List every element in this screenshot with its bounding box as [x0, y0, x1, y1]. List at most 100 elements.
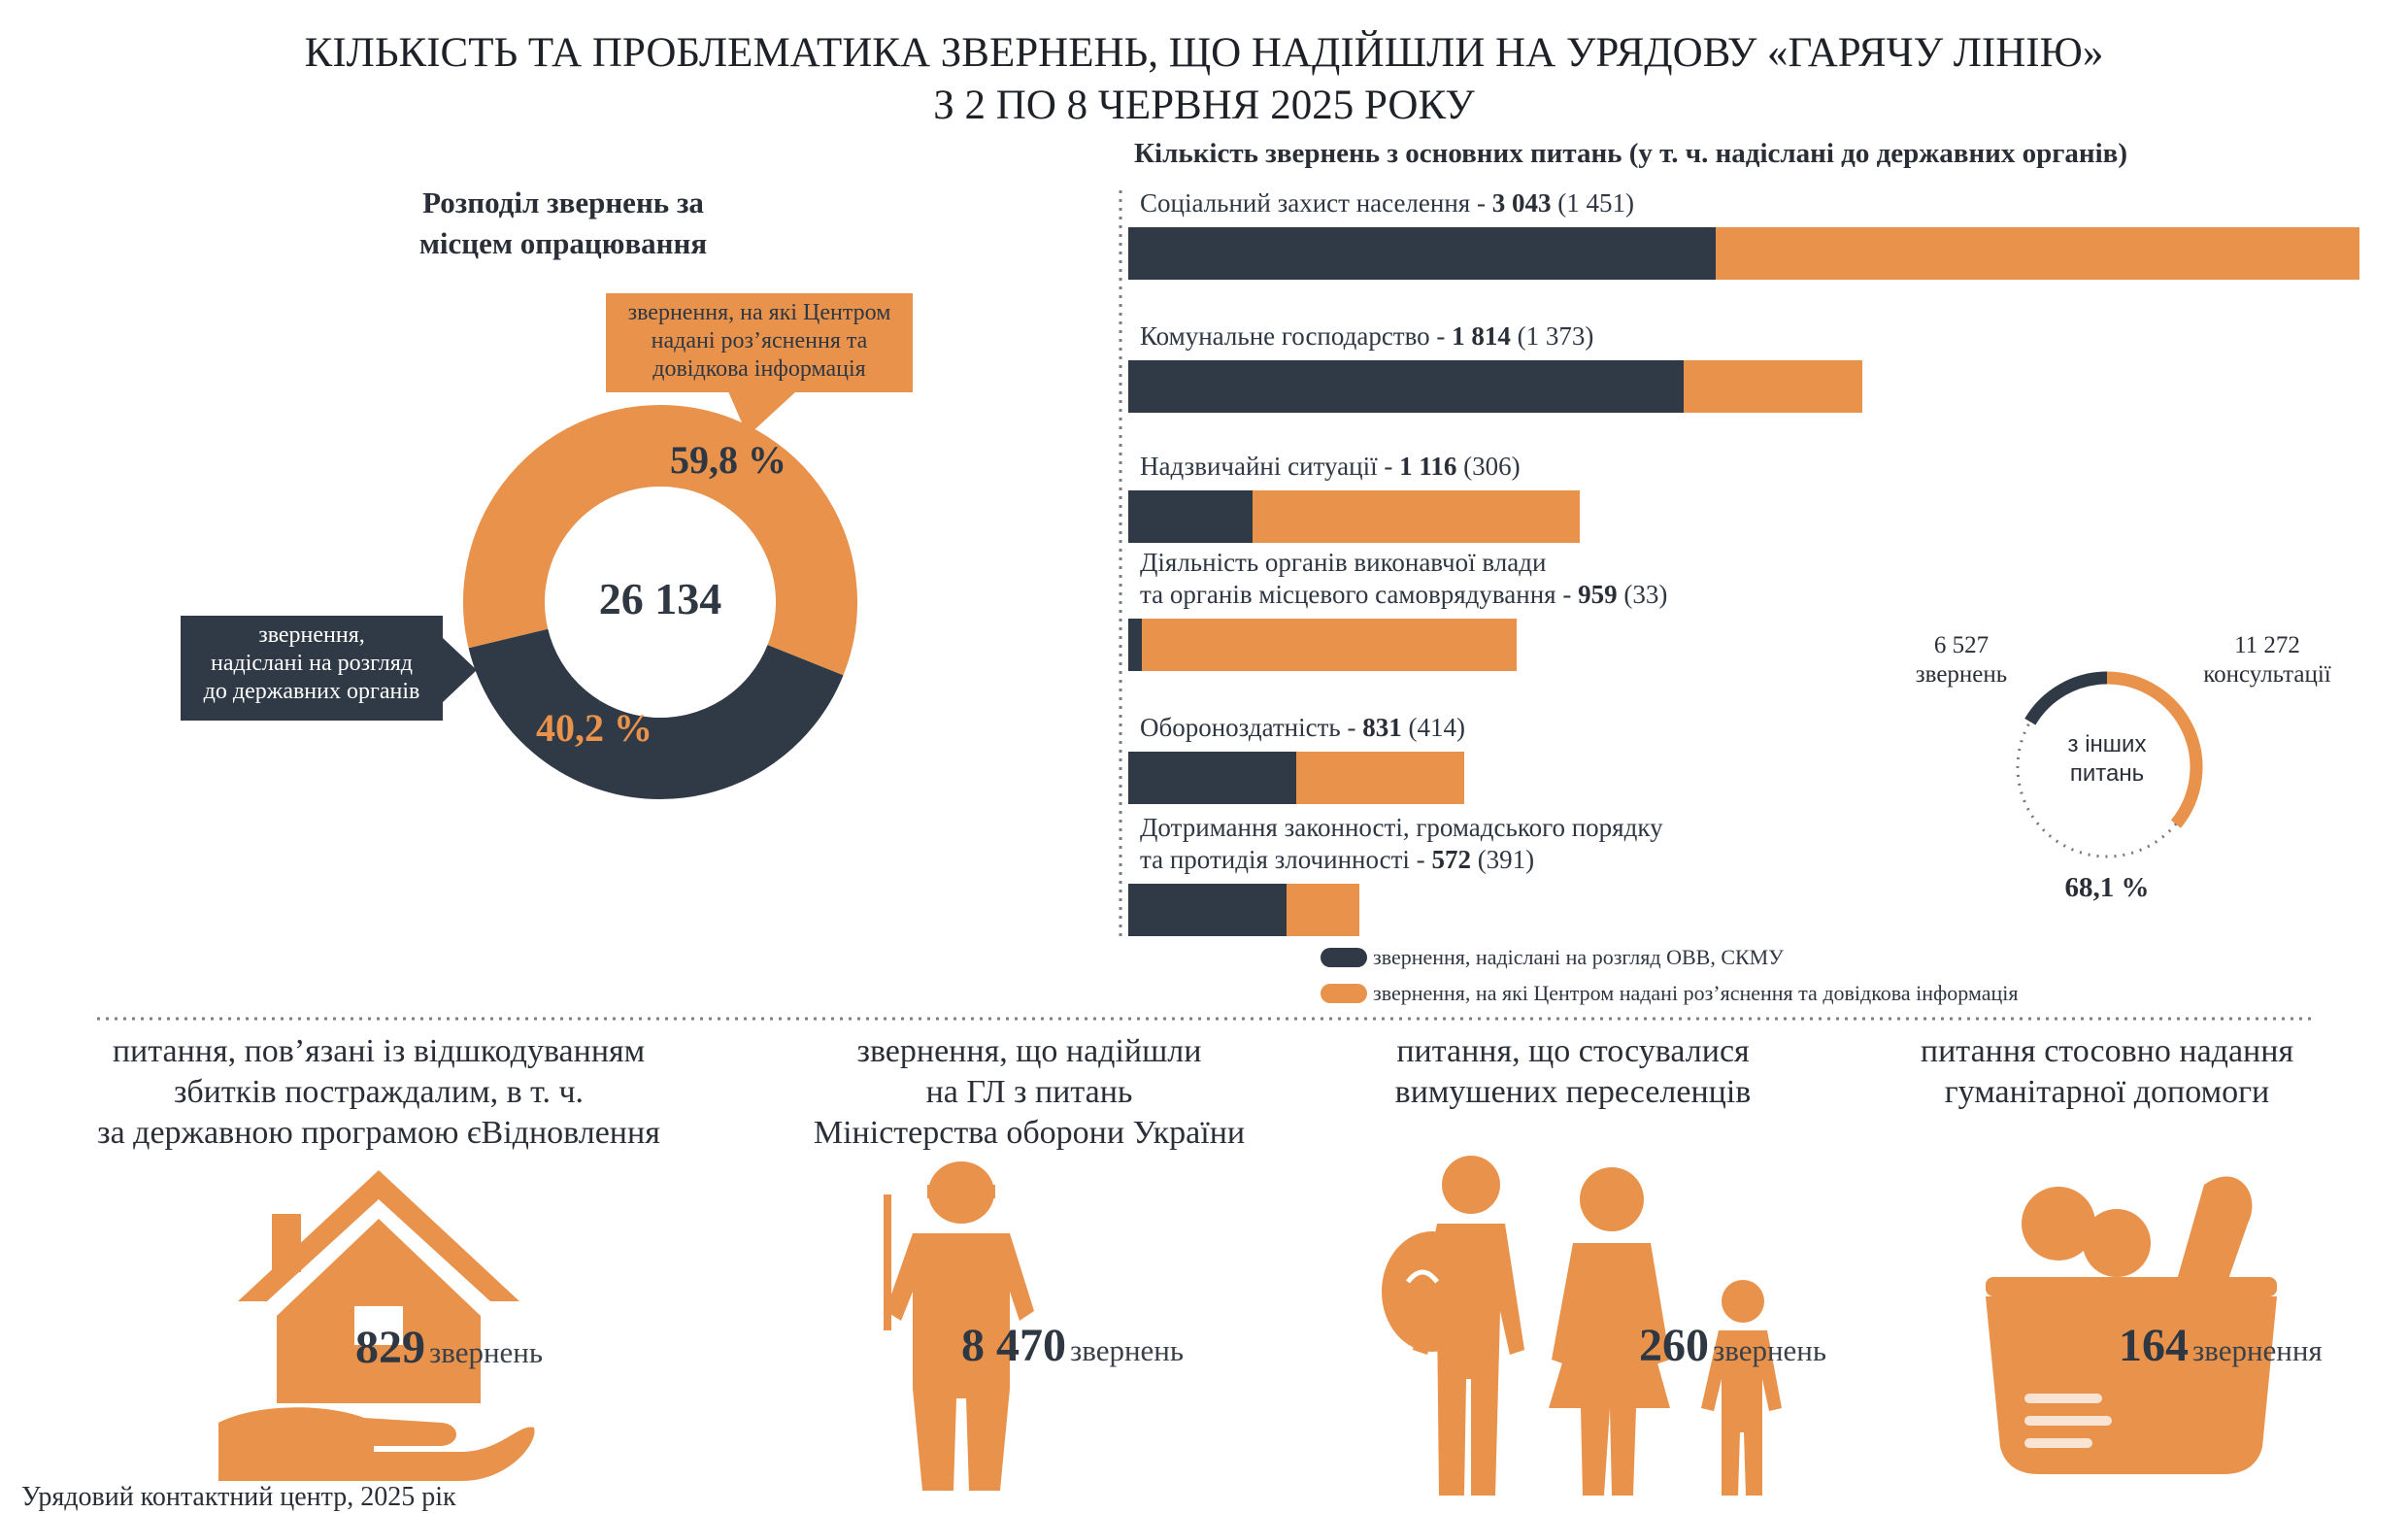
other-issues-ring: [2016, 671, 2203, 858]
callout-dark-pointer: [442, 637, 477, 703]
footer-source: Урядовий контактний центр, 2025 рік: [21, 1482, 456, 1512]
bar-segment-sent-3: [1128, 619, 1142, 671]
callout-orange-line: довідкова інформація: [652, 356, 866, 382]
main-title: КІЛЬКІСТЬ ТА ПРОБЛЕМАТИКА ЗВЕРНЕНЬ, ЩО Н…: [0, 27, 2408, 132]
bar-segment-consulted-1: [1684, 360, 1862, 413]
donut-title: Розподіл звернень за місцем опрацювання: [330, 183, 796, 264]
bar-sent-label: (391): [1470, 845, 1535, 874]
category-unit: звернень: [1713, 1333, 1827, 1367]
bar-sent-label: (33): [1617, 580, 1668, 609]
bar-label-line: та протидія злочинності - 572 (391): [1140, 844, 1663, 876]
donut-title-line1: Розподіл звернень за: [422, 185, 704, 219]
bar-segment-sent-2: [1128, 490, 1253, 543]
bar-label-line: Комунальне господарство - 1 814 (1 373): [1140, 320, 1593, 353]
bar-label-line: Дотримання законності, громадського поря…: [1140, 813, 1663, 842]
donut-slice-0: [463, 405, 857, 676]
ring-slice-orange: [2106, 671, 2203, 828]
donut-orange-pct-label: 59,8 %: [670, 438, 786, 482]
category-unit: звернень: [1070, 1333, 1185, 1367]
callout-orange-pointer: [728, 391, 796, 436]
donut-slice-1: [468, 627, 844, 799]
category-title-line: питання, пов’язані із відшкодуванням: [112, 1033, 646, 1069]
bar-sent-label: (306): [1456, 452, 1521, 481]
donut-chart: [463, 405, 857, 799]
bar-label-line: Надзвичайні ситуації - 1 116 (306): [1140, 451, 1521, 483]
bar-category-name: Надзвичайні ситуації -: [1140, 452, 1400, 481]
legend-label-orange: звернення, на які Центром надані роз’ясн…: [1373, 981, 2019, 1005]
bar-total-label: 1 116: [1399, 452, 1457, 481]
bar-label-line: Обороноздатність - 831 (414): [1140, 712, 1465, 744]
category-number: 260: [1639, 1320, 1709, 1371]
bar-label-line: Діяльність органів виконавчої влади: [1140, 548, 1547, 577]
category-value-humanitarian: 164 звернення: [2119, 1319, 2323, 1372]
bar-segment-sent-4: [1128, 752, 1296, 804]
bar-label-4: Обороноздатність - 831 (414): [1140, 712, 1465, 744]
category-title-line: питання стосовно надання: [1920, 1033, 2294, 1069]
category-number: 8 470: [961, 1320, 1066, 1371]
grocery-basket-icon: [1986, 1176, 2277, 1474]
bar-label-0: Соціальний захист населення - 3 043 (1 4…: [1140, 187, 1634, 219]
bar-category-name: та протидія злочинності -: [1140, 845, 1432, 874]
legend-label-dark: звернення, надіслані на розгляд ОВВ, СКМ…: [1373, 945, 1784, 969]
section-divider: [97, 1017, 2311, 1021]
category-value-recovery: 829 звернень: [355, 1321, 543, 1374]
bar-segment-sent-5: [1128, 884, 1287, 936]
bars-axis-line: [1119, 190, 1122, 940]
bar-label-2: Надзвичайні ситуації - 1 116 (306): [1140, 451, 1521, 483]
bar-segment-consulted-4: [1295, 752, 1465, 804]
category-title-defense: звернення, що надійшли на ГЛ з питань Мі…: [699, 1031, 1359, 1154]
category-title-line: збитків постраждалим, в т. ч.: [173, 1074, 585, 1110]
main-title-line2: З 2 ПО 8 ЧЕРВНЯ 2025 РОКУ: [933, 83, 1475, 128]
bar-segment-consulted-5: [1286, 884, 1360, 936]
bar-segment-consulted-3: [1141, 619, 1517, 671]
bar-label-3: Діяльність органів виконавчої влади та ор…: [1140, 547, 1667, 611]
other-center-label: з інших питань: [2034, 730, 2180, 789]
other-center-line2: питань: [2069, 760, 2145, 787]
callout-orange-line: звернення, на які Центром: [627, 300, 891, 325]
bar-total-label: 831: [1362, 713, 1402, 742]
category-unit: звернення: [2192, 1333, 2323, 1367]
category-title-recovery: питання, пов’язані із відшкодуванням зби…: [19, 1031, 738, 1154]
bar-segment-sent-0: [1128, 227, 1716, 280]
category-number: 829: [355, 1322, 425, 1373]
category-title-line: за державною програмою єВідновлення: [97, 1115, 660, 1151]
category-title-line: гуманітарної допомоги: [1944, 1074, 2270, 1110]
other-left-text: звернень: [1915, 661, 2008, 688]
category-title-idp: питання, що стосувалися вимушених пересе…: [1301, 1031, 1845, 1113]
bar-segment-consulted-0: [1715, 227, 2359, 280]
bar-category-name: та органів місцевого самоврядування -: [1140, 580, 1579, 609]
bar-total-label: 959: [1578, 580, 1618, 609]
category-number: 164: [2119, 1320, 2189, 1371]
callout-dark-line: надіслані на розгляд: [211, 651, 413, 676]
category-title-line: вимушених переселенців: [1394, 1074, 1752, 1110]
category-title-line: звернення, що надійшли: [856, 1033, 1202, 1069]
donut-total-value: 26 134: [598, 574, 722, 623]
bar-label-line: Соціальний захист населення - 3 043 (1 4…: [1140, 187, 1634, 219]
bar-sent-label: (1 373): [1510, 321, 1594, 351]
bar-sent-label: (414): [1401, 713, 1465, 742]
bar-label-5: Дотримання законності, громадського поря…: [1140, 812, 1663, 876]
house-hand-icon: [218, 1170, 535, 1481]
bar-label-1: Комунальне господарство - 1 814 (1 373): [1140, 320, 1593, 353]
category-value-idp: 260 звернень: [1639, 1319, 1826, 1372]
legend-swatch-dark: [1321, 948, 1367, 967]
callout-dark: звернення, надіслані на розгляд до держа…: [181, 616, 443, 721]
category-unit: звернень: [429, 1335, 544, 1369]
category-title-humanitarian: питання стосовно надання гуманітарної до…: [1835, 1031, 2379, 1113]
soldier-icon: [884, 1161, 1034, 1491]
other-pct: 68,1 %: [2064, 872, 2150, 903]
bar-category-name: Обороноздатність -: [1140, 713, 1363, 742]
legend-item-dark: звернення, надіслані на розгляд ОВВ, СКМ…: [1321, 945, 1784, 970]
bar-segment-consulted-2: [1252, 490, 1581, 543]
callout-dark-line: до державних органів: [203, 679, 420, 704]
callout-orange: звернення, на які Центром надані роз’ясн…: [606, 293, 913, 392]
bar-category-name: Комунальне господарство -: [1140, 321, 1453, 351]
legend-swatch-orange: [1321, 984, 1367, 1003]
bar-total-label: 3 043: [1491, 188, 1552, 218]
main-title-line1: КІЛЬКІСТЬ ТА ПРОБЛЕМАТИКА ЗВЕРНЕНЬ, ЩО Н…: [304, 30, 2104, 76]
bar-label-line: та органів місцевого самоврядування - 95…: [1140, 579, 1667, 611]
bar-category-name: Соціальний захист населення -: [1140, 188, 1492, 218]
donut-title-line2: місцем опрацювання: [418, 226, 708, 260]
other-right-text: консультації: [2203, 661, 2331, 688]
ring-slice-dark: [2024, 671, 2108, 725]
